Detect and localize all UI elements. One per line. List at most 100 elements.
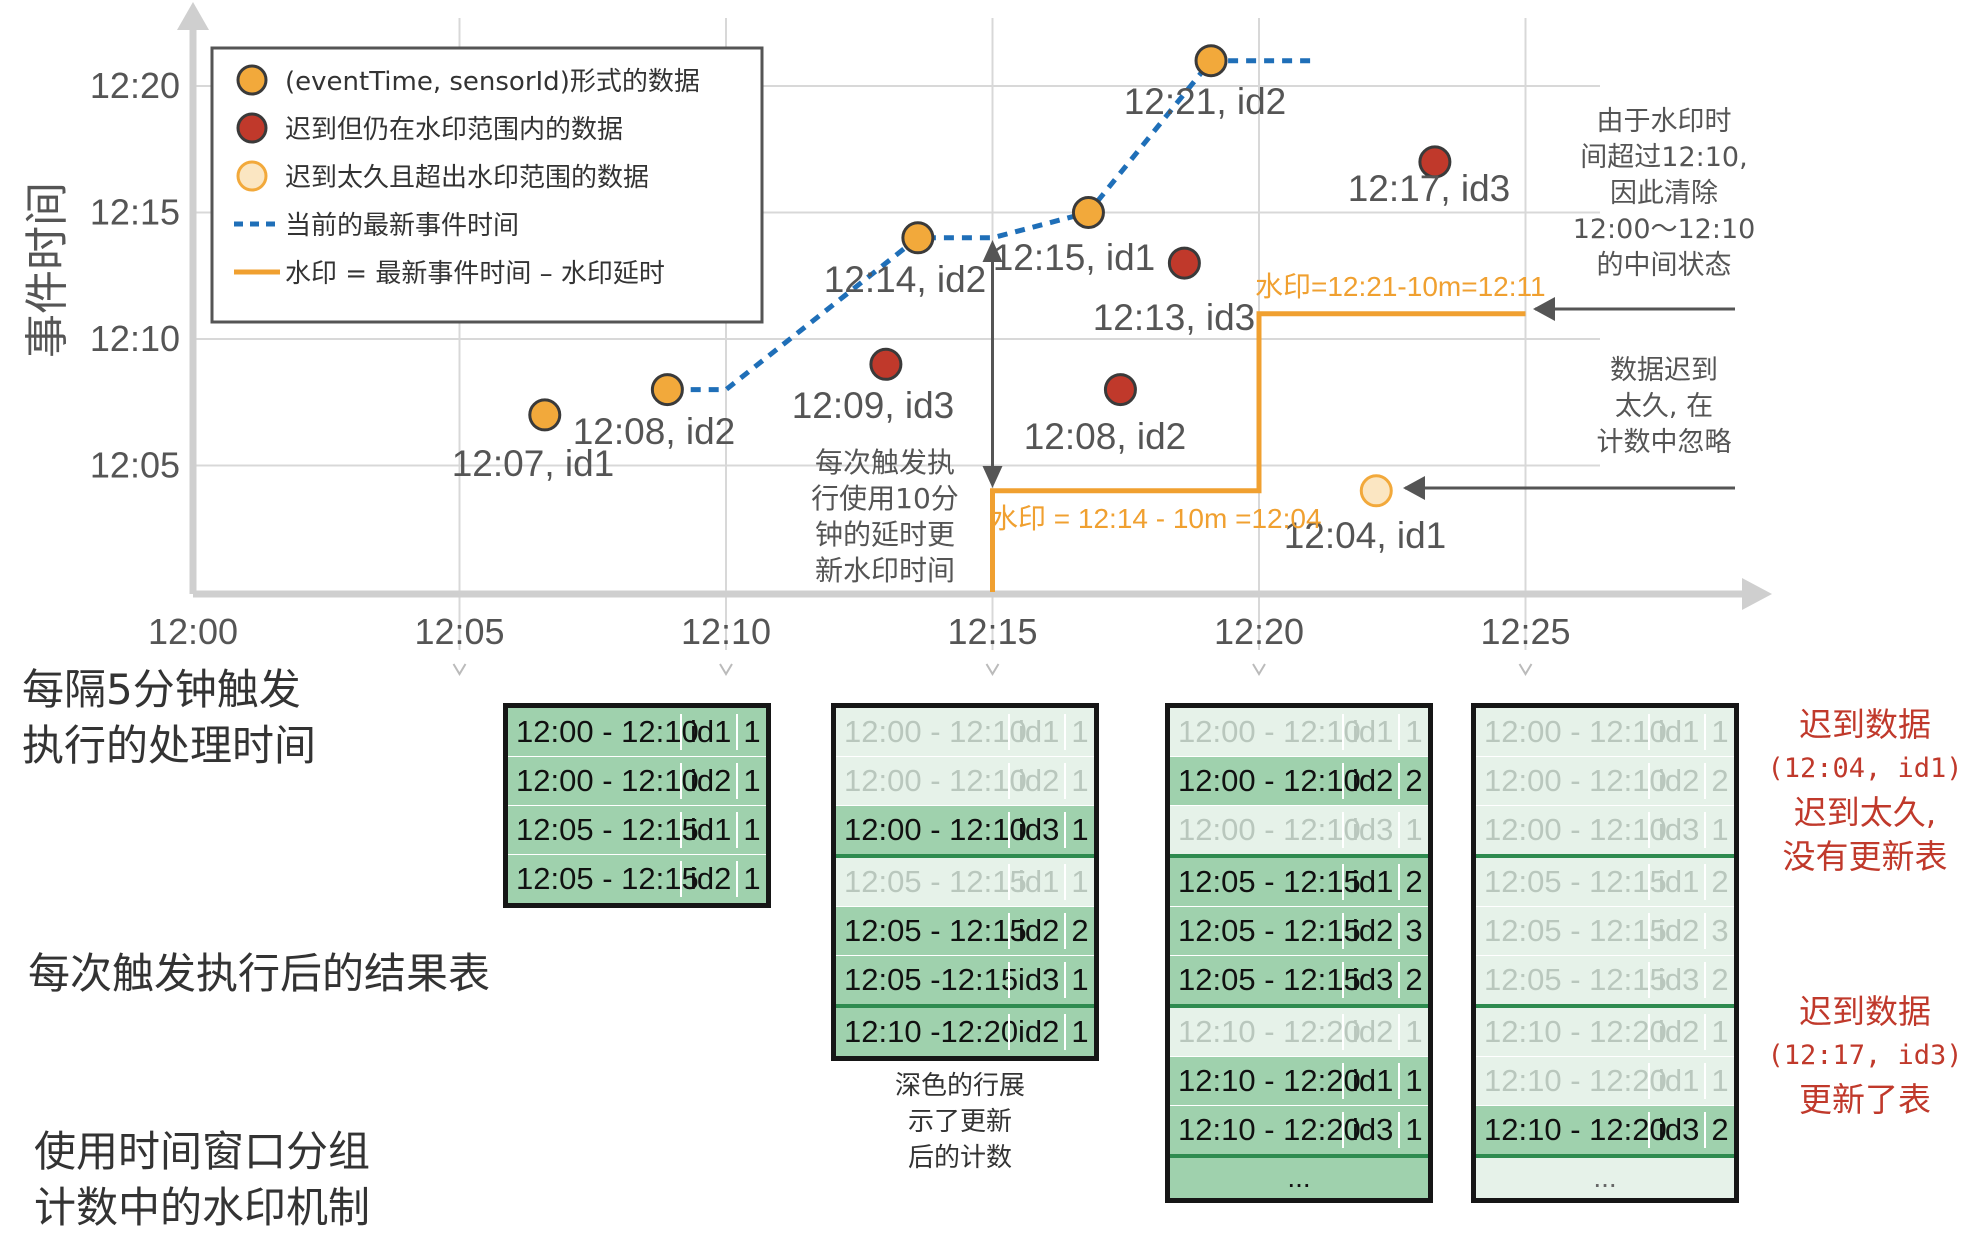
tick-arrow xyxy=(452,663,467,676)
table-caption-line-1: 深色的行展 xyxy=(894,1071,1025,1101)
count-cell: 1 xyxy=(1064,714,1094,750)
sensor-id-cell: id2 xyxy=(1008,1014,1064,1050)
cleanup-note-line: 间超过12:10, xyxy=(1580,142,1747,173)
legend: (eventTime, sensorId)形式的数据迟到但仍在水印范围内的数据迟… xyxy=(210,46,764,324)
count-cell: 1 xyxy=(1704,714,1734,750)
table-caption-line-3: 后的计数 xyxy=(907,1143,1012,1173)
trigger-interval-line-1: 每隔5分钟触发 xyxy=(22,665,301,714)
point-on-time xyxy=(650,373,684,407)
late-note-1-detail: (12:04, id1) xyxy=(1767,753,1963,784)
count-cell: 1 xyxy=(736,861,766,897)
count-cell: 1 xyxy=(1704,812,1734,848)
x-tick-label: 12:10 xyxy=(681,611,771,652)
window-cell: 12:05 -12:15 xyxy=(844,962,1019,997)
window-cell: 12:00 - 12:10 xyxy=(516,763,699,798)
trigger-note-line: 行使用10分 xyxy=(811,482,959,515)
data-points xyxy=(528,44,1452,508)
count-cell: 3 xyxy=(1398,913,1428,949)
point-late-within xyxy=(869,347,903,381)
count-cell: 1 xyxy=(736,812,766,848)
table-row: 12:10 - 12:20 id1 1 xyxy=(1170,1057,1428,1106)
sensor-id-cell: id1 xyxy=(1342,1063,1398,1099)
legend-marker xyxy=(236,64,268,96)
table-row: 12:00 - 12:10 id3 1 xyxy=(1476,806,1734,858)
trigger-interval-label: 每隔5分钟触发 执行的处理时间 xyxy=(22,662,422,774)
legend-label: 迟到但仍在水印范围内的数据 xyxy=(285,115,623,145)
legend-label: 水印 = 最新事件时间 – 水印延时 xyxy=(285,259,665,289)
ignore-note-line: 数据迟到 xyxy=(1610,355,1718,386)
table-row: 12:05 - 12:15 id1 2 xyxy=(1170,858,1428,907)
axes: 12:00 12:05 12:10 12:15 12:20 12:25 12:05 12:10… xyxy=(22,2,1772,652)
y-tick-label: 12:05 xyxy=(90,445,180,486)
point-label: 12:21, id2 xyxy=(1124,81,1287,122)
delay-arrow-head-down xyxy=(982,466,1003,488)
table-row: 12:10 -12:20 id2 1 xyxy=(836,1008,1094,1056)
table-row: 12:05 - 12:15 id3 2 xyxy=(1170,956,1428,1008)
table-row: 12:05 - 12:15 id2 2 xyxy=(836,907,1094,956)
late-note-2: 迟到数据 (12:17, id3) 更新了表 xyxy=(1740,990,1980,1122)
point-on-time xyxy=(528,398,562,432)
cleanup-note-line: 由于水印时 xyxy=(1597,106,1732,137)
table-row: 12:00 - 12:10 id2 1 xyxy=(508,757,766,806)
legend-label: (eventTime, sensorId)形式的数据 xyxy=(285,67,700,97)
y-tick-label: 12:10 xyxy=(90,318,180,359)
table-row: 12:00 - 12:10 id1 1 xyxy=(1170,708,1428,757)
count-cell: 1 xyxy=(1064,864,1094,900)
table-row: 12:10 - 12:20 id1 1 xyxy=(1476,1057,1734,1106)
result-table-2: 12:00 - 12:10 id1 1 12:00 - 12:10 id2 1 12:00 … xyxy=(831,703,1099,1061)
sensor-id-cell: id3 xyxy=(1648,1112,1704,1148)
window-cell: 12:00 - 12:10 xyxy=(844,763,1027,798)
figure-caption-line-2: 计数中的水印机制 xyxy=(34,1183,371,1232)
table-row: 12:00 - 12:10 id1 1 xyxy=(508,708,766,757)
point-too-late xyxy=(1359,474,1393,508)
point-label: 12:15, id1 xyxy=(993,237,1156,278)
table-row: 12:10 - 12:20 id2 1 xyxy=(1170,1008,1428,1057)
tick-arrow xyxy=(985,663,1000,676)
window-cell: 12:00 - 12:10 xyxy=(1484,714,1667,749)
sensor-id-cell: id3 xyxy=(1008,812,1064,848)
table-row: 12:05 - 12:15 id1 2 xyxy=(1476,858,1734,907)
sensor-id-cell: id3 xyxy=(1342,1112,1398,1148)
legend-marker xyxy=(236,112,268,144)
watermark-line xyxy=(990,311,1526,592)
count-cell: 3 xyxy=(1704,913,1734,949)
sensor-id-cell: id2 xyxy=(1648,763,1704,799)
trigger-interval-line-2: 执行的处理时间 xyxy=(22,721,317,770)
window-cell: 12:10 - 12:20 xyxy=(1178,1063,1361,1098)
late-note-1-title: 迟到数据 xyxy=(1799,705,1931,744)
table-row: 12:10 - 12:20 id3 1 xyxy=(1170,1106,1428,1158)
trigger-note-line: 每次触发执 xyxy=(815,446,955,479)
window-cell: 12:00 - 12:10 xyxy=(516,714,699,749)
point-label: 12:08, id2 xyxy=(573,411,736,452)
sensor-id-cell: id1 xyxy=(1008,714,1064,750)
x-tick-label: 12:00 xyxy=(148,611,238,652)
window-cell: 12:10 - 12:20 xyxy=(1178,1014,1361,1049)
point-on-time xyxy=(901,221,935,255)
cleanup-note-line: 因此清除 xyxy=(1610,178,1718,209)
watermark-label-1: 水印 = 12:14 - 10m =12:04 xyxy=(990,503,1322,534)
result-table-4: 12:00 - 12:10 id1 1 12:00 - 12:10 id2 2 12:00 … xyxy=(1471,703,1739,1203)
sensor-id-cell: id1 xyxy=(1648,1063,1704,1099)
count-cell: 1 xyxy=(1064,962,1094,998)
sensor-id-cell: id2 xyxy=(1648,913,1704,949)
point-label: 12:04, id1 xyxy=(1284,515,1447,556)
count-cell: 2 xyxy=(1704,864,1734,900)
point-late-within xyxy=(1167,246,1201,280)
sensor-id-cell: id3 xyxy=(1648,812,1704,848)
tick-arrow xyxy=(1518,663,1533,676)
point-label: 12:08, id2 xyxy=(1024,416,1187,457)
point-label: 12:09, id3 xyxy=(792,385,955,426)
count-cell: 2 xyxy=(1398,962,1428,998)
table-row: 12:05 - 12:15 id2 3 xyxy=(1170,907,1428,956)
table-row: 12:05 -12:15 id3 1 xyxy=(836,956,1094,1008)
table-row: 12:05 - 12:15 id2 1 xyxy=(508,855,766,903)
count-cell: 1 xyxy=(1398,1014,1428,1050)
count-cell: 1 xyxy=(1398,1063,1428,1099)
ignore-arrow-head xyxy=(1403,476,1425,500)
cleanup-note-line: 12:00～12:10 xyxy=(1573,214,1756,245)
x-tick-label: 12:05 xyxy=(414,611,504,652)
cleanup-note-line: 的中间状态 xyxy=(1597,250,1732,281)
y-tick-label: 12:15 xyxy=(90,192,180,233)
